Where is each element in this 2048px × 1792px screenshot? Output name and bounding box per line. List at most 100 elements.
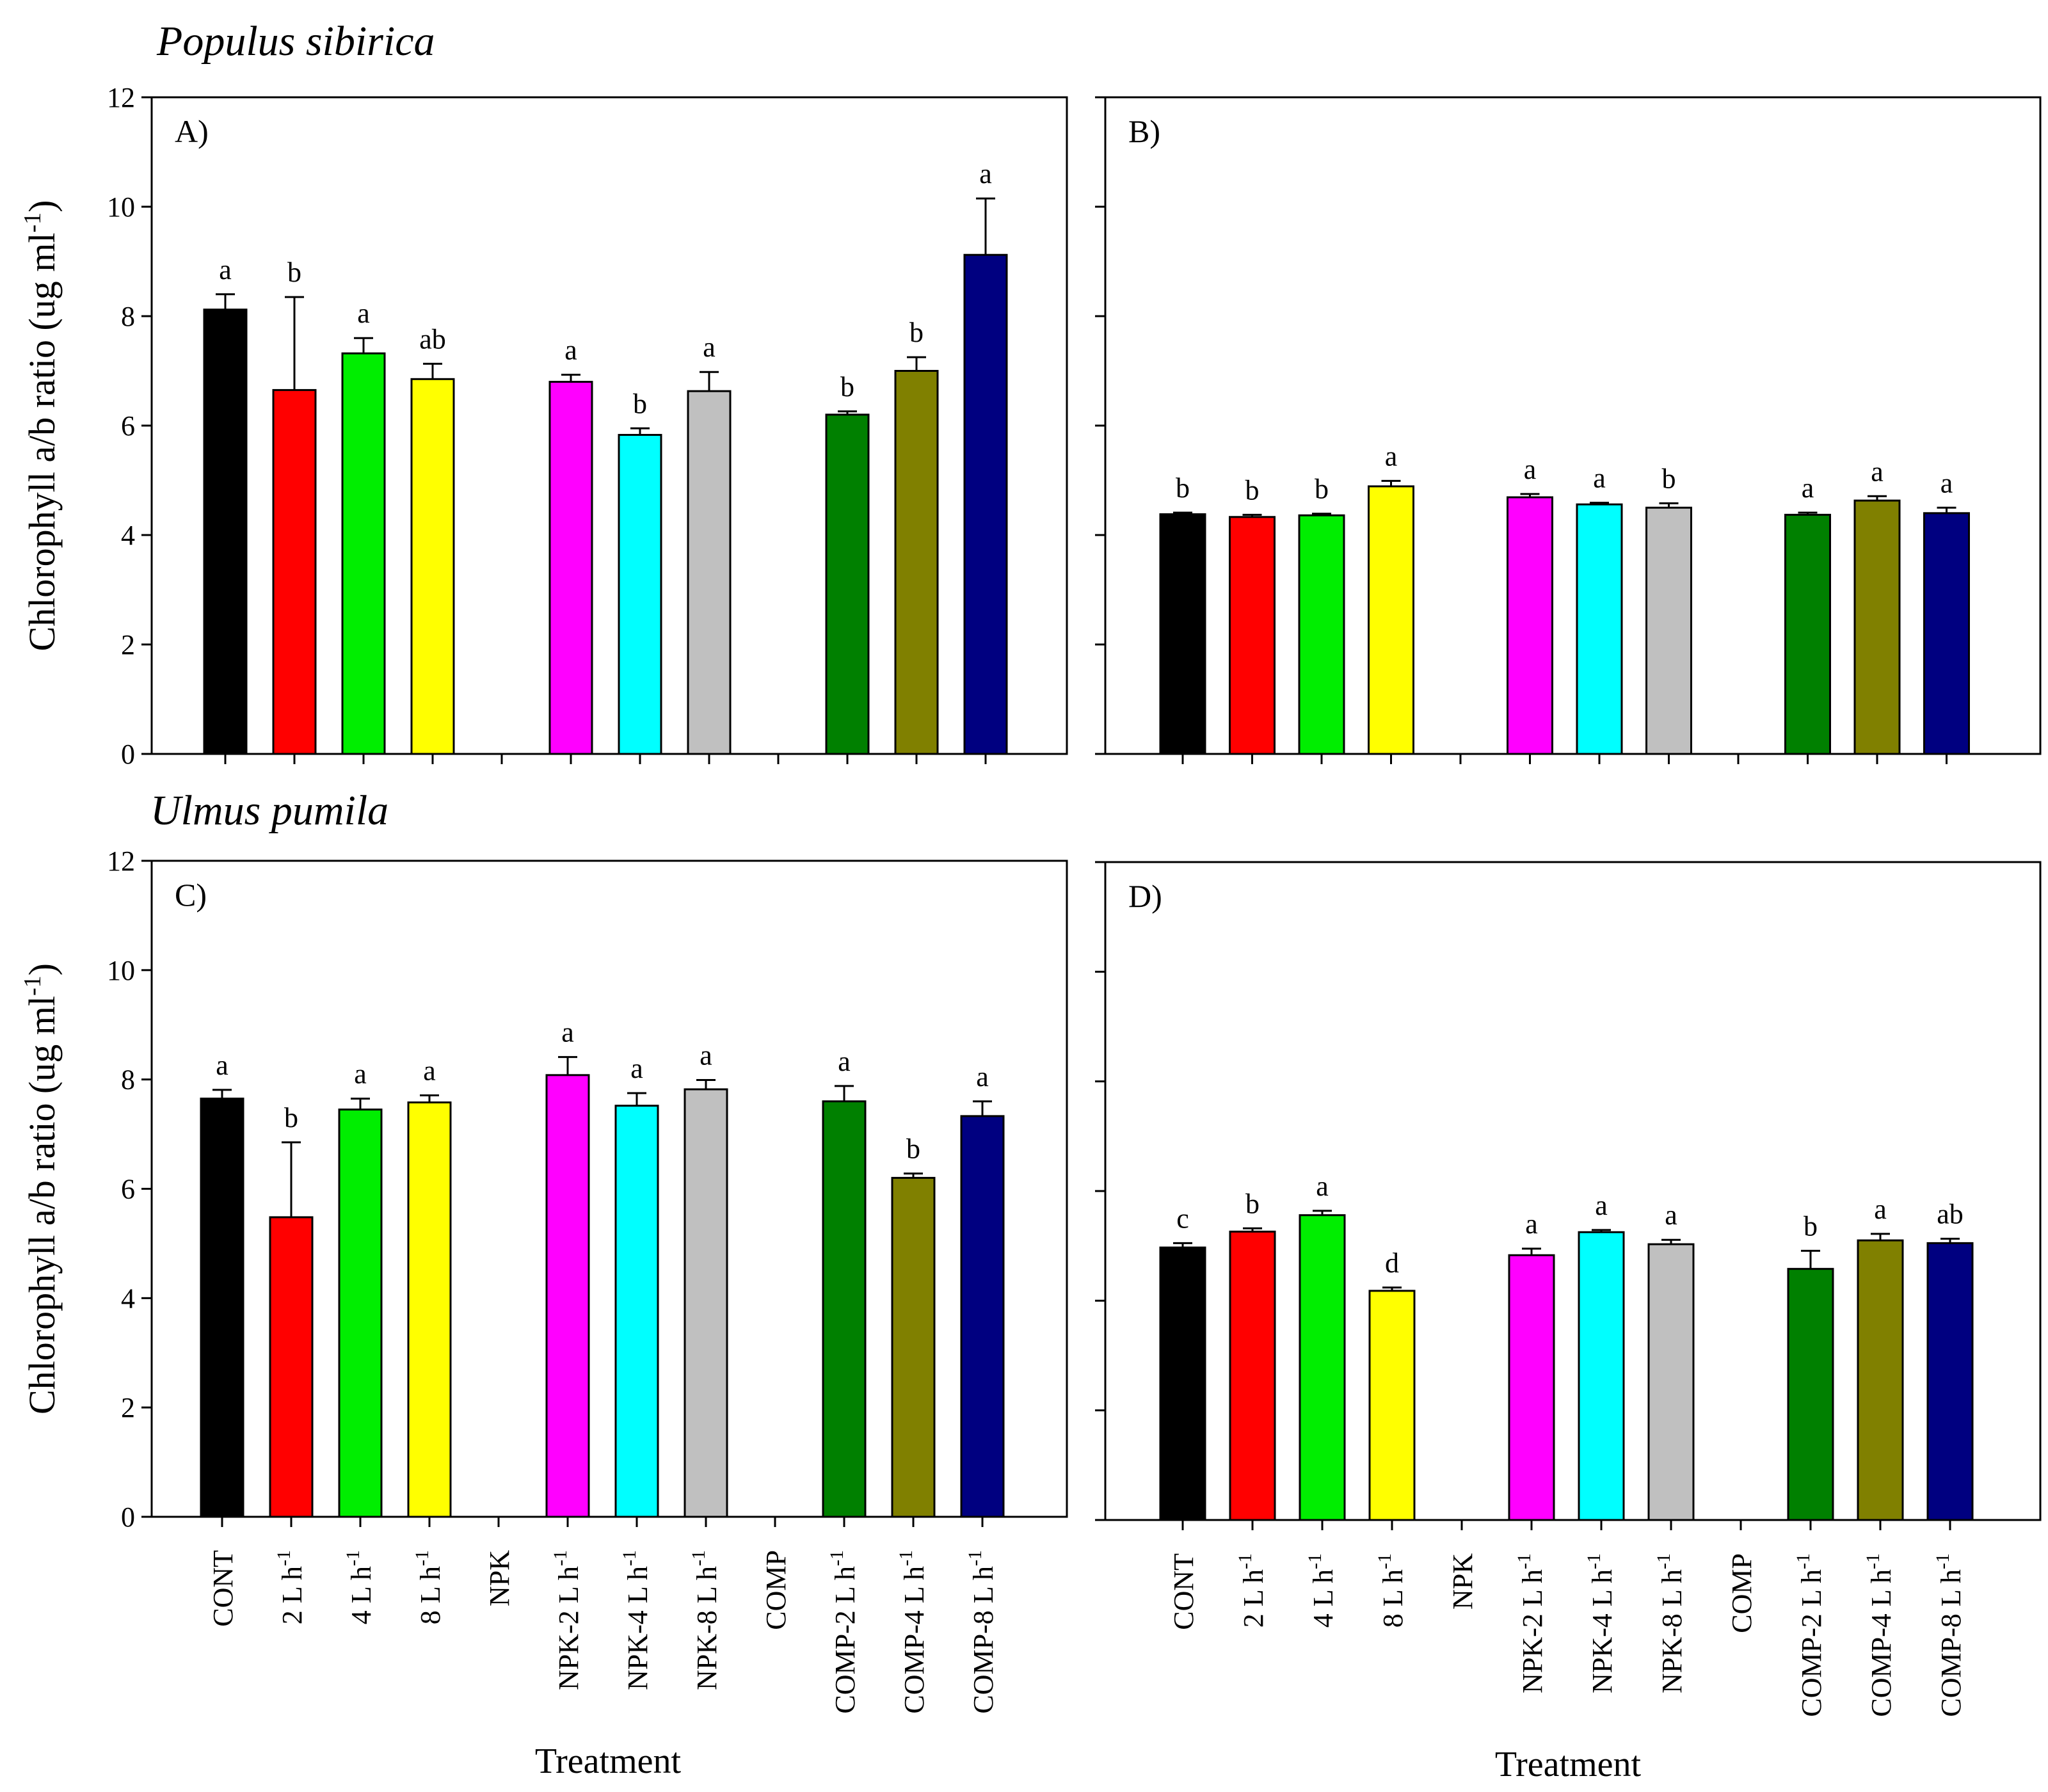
significance-letter: b bbox=[1804, 1210, 1818, 1242]
bar-2-l-h-1 bbox=[1229, 516, 1276, 755]
significance-letter: a bbox=[979, 158, 992, 189]
significance-letter: a bbox=[564, 334, 577, 365]
significance-letter: a bbox=[219, 254, 232, 285]
bar-npk-8-l-h-1 bbox=[687, 390, 732, 755]
significance-letter: a bbox=[1593, 463, 1606, 494]
bar-8-l-h-1 bbox=[1368, 1290, 1416, 1521]
bar-npk-8-l-h-1 bbox=[684, 1088, 728, 1518]
significance-letter: a bbox=[838, 1046, 851, 1077]
species-title-populus: Populus sibirica bbox=[156, 18, 435, 65]
significance-letter: a bbox=[357, 298, 370, 329]
x-tick-label-npk-8-l-h-1: NPK-8 L h-1 bbox=[1653, 1553, 1688, 1693]
bar-2-l-h-1 bbox=[1229, 1230, 1276, 1521]
y-tick-label: 12 bbox=[107, 845, 135, 877]
x-axis-label: Treatment bbox=[1495, 1745, 1642, 1784]
bar-comp-8-l-h-1 bbox=[1926, 1242, 1974, 1521]
significance-letter: b bbox=[287, 257, 301, 288]
x-tick-label-npk-4-l-h-1: NPK-4 L h-1 bbox=[619, 1550, 653, 1690]
bar-4-l-h-1 bbox=[338, 1108, 383, 1518]
panel-c: 0 2 4 6 8 10 12 a b a a a a a a b a C) Chlorophyll a/b rat… bbox=[19, 845, 1068, 1781]
x-tick-label-comp: COMP bbox=[760, 1550, 792, 1630]
x-tick-label-comp-8-l-h-1: COMP-8 L h-1 bbox=[1932, 1553, 1967, 1717]
significance-letter: a bbox=[1802, 472, 1814, 504]
significance-letter: b bbox=[840, 371, 854, 403]
significance-letter: ab bbox=[1937, 1199, 1964, 1230]
x-tick-label-comp-8-l-h-1: COMP-8 L h-1 bbox=[964, 1550, 999, 1714]
y-tick-label: 4 bbox=[121, 1283, 135, 1314]
y-tick-label: 8 bbox=[121, 301, 135, 332]
x-tick-label-npk-2-l-h-1: NPK-2 L h-1 bbox=[1514, 1553, 1548, 1693]
x-tick-label-2-l-h-1: 2 L h-1 bbox=[1235, 1553, 1269, 1628]
x-tick-label-cont: CONT bbox=[1168, 1553, 1199, 1630]
bar-comp-2-l-h-1 bbox=[1784, 513, 1831, 755]
significance-letter: b bbox=[1245, 474, 1260, 506]
x-tick-label-npk: NPK bbox=[1447, 1553, 1478, 1610]
bar-comp-4-l-h-1 bbox=[1857, 1239, 1904, 1521]
bar-cont bbox=[200, 1098, 244, 1518]
significance-letter: a bbox=[423, 1055, 436, 1086]
significance-letter: b bbox=[284, 1102, 298, 1133]
x-tick-label-4-l-h-1: 4 L h-1 bbox=[342, 1550, 377, 1624]
panel-label: C) bbox=[175, 877, 207, 913]
x-tick-label-comp-2-l-h-1: COMP-2 L h-1 bbox=[826, 1550, 861, 1714]
x-tick-label-comp-2-l-h-1: COMP-2 L h-1 bbox=[1793, 1553, 1827, 1717]
bar-cont bbox=[1159, 513, 1206, 755]
significance-letter: b bbox=[906, 1133, 920, 1165]
significance-letter: a bbox=[630, 1053, 643, 1084]
y-axis-label: Chlorophyll a/b ratio (ug ml-1) bbox=[19, 963, 63, 1414]
bar-npk-4-l-h-1 bbox=[618, 434, 662, 755]
species-title-ulmus: Ulmus pumila bbox=[150, 787, 388, 834]
significance-letter: a bbox=[700, 1040, 712, 1071]
y-tick-label: 0 bbox=[121, 1501, 135, 1533]
bar-npk-2-l-h-1 bbox=[1507, 496, 1553, 755]
x-tick-label-npk-4-l-h-1: NPK-4 L h-1 bbox=[1583, 1553, 1618, 1693]
x-tick-label-8-l-h-1: 8 L h-1 bbox=[1374, 1553, 1409, 1628]
x-tick-label-8-l-h-1: 8 L h-1 bbox=[412, 1550, 446, 1624]
bar-npk-2-l-h-1 bbox=[548, 381, 593, 755]
significance-letter: a bbox=[1385, 440, 1398, 472]
significance-letter: b bbox=[1315, 474, 1329, 505]
bar-2-l-h-1 bbox=[272, 388, 317, 755]
x-tick-label-4-l-h-1: 4 L h-1 bbox=[1304, 1553, 1339, 1628]
x-tick-label-cont: CONT bbox=[207, 1550, 239, 1627]
significance-letter: c bbox=[1176, 1203, 1189, 1234]
y-tick-label: 12 bbox=[107, 82, 135, 113]
panel-label: D) bbox=[1128, 878, 1162, 914]
bar-comp-2-l-h-1 bbox=[825, 413, 870, 755]
significance-letter: d bbox=[1385, 1247, 1399, 1279]
significance-letter: b bbox=[1662, 463, 1676, 494]
bar-npk-4-l-h-1 bbox=[1578, 1231, 1625, 1521]
significance-letter: b bbox=[1245, 1188, 1260, 1219]
significance-letter: a bbox=[561, 1017, 574, 1048]
bar-npk-8-l-h-1 bbox=[1645, 506, 1692, 755]
y-tick-label: 2 bbox=[121, 629, 135, 660]
x-tick-label-2-l-h-1: 2 L h-1 bbox=[273, 1550, 308, 1624]
bar-8-l-h-1 bbox=[407, 1101, 452, 1518]
x-tick-label-npk-8-l-h-1: NPK-8 L h-1 bbox=[688, 1550, 723, 1690]
y-tick-label: 0 bbox=[121, 739, 135, 770]
significance-letter: a bbox=[216, 1050, 228, 1081]
x-axis-label: Treatment bbox=[535, 1741, 682, 1781]
y-tick-label: 8 bbox=[121, 1064, 135, 1096]
significance-letter: a bbox=[1940, 467, 1953, 499]
x-tick-label-npk: NPK bbox=[484, 1550, 515, 1606]
y-tick-label: 6 bbox=[121, 410, 135, 442]
bar-4-l-h-1 bbox=[1299, 1214, 1346, 1521]
panel-label: A) bbox=[175, 113, 209, 149]
bar-4-l-h-1 bbox=[341, 352, 386, 755]
significance-letter: b bbox=[909, 317, 924, 348]
bar-comp-2-l-h-1 bbox=[1787, 1268, 1834, 1521]
significance-letter: a bbox=[354, 1059, 367, 1090]
bar-comp-2-l-h-1 bbox=[822, 1100, 867, 1518]
y-tick-label: 2 bbox=[121, 1392, 135, 1423]
bar-comp-8-l-h-1 bbox=[1923, 512, 1970, 755]
bar-comp-4-l-h-1 bbox=[894, 370, 939, 755]
bar-8-l-h-1 bbox=[410, 378, 455, 755]
significance-letter: a bbox=[976, 1061, 989, 1092]
x-tick-label-npk-2-l-h-1: NPK-2 L h-1 bbox=[550, 1550, 584, 1690]
significance-letter: a bbox=[1316, 1171, 1329, 1202]
significance-letter: ab bbox=[419, 323, 446, 355]
